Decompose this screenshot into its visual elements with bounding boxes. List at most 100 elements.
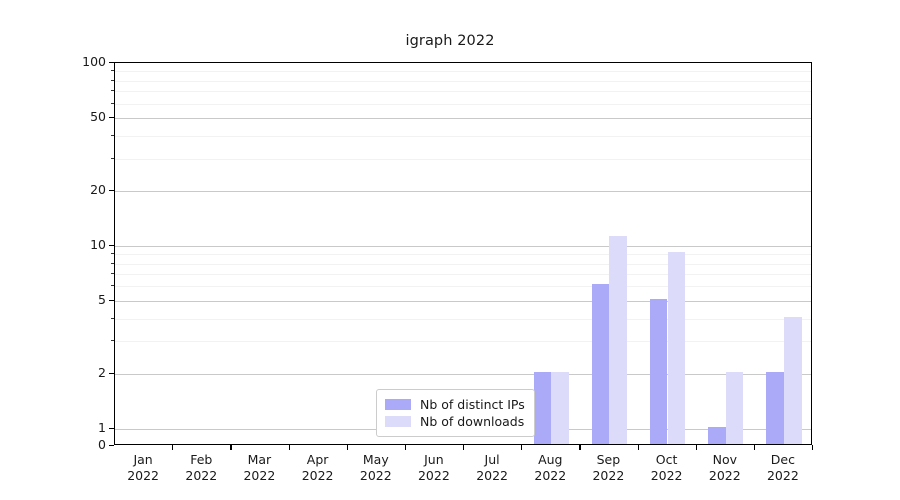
y-tick-minor [111, 134, 114, 136]
x-tick-label-month: Jun [424, 452, 444, 467]
x-tick-label-month: Oct [655, 452, 678, 467]
y-tick-mark [109, 445, 114, 447]
gridline-minor [115, 103, 811, 105]
x-tick-label-month: Nov [712, 452, 737, 467]
y-tick-minor [111, 317, 114, 319]
x-tick-label-year: 2022 [127, 467, 159, 483]
x-tick-mark [812, 445, 814, 450]
gridline-minor [115, 254, 811, 256]
legend-swatch [385, 399, 411, 410]
bar [551, 371, 569, 444]
y-tick-mark [109, 372, 114, 374]
x-tick-label-year: 2022 [766, 467, 799, 483]
bars-layer [115, 63, 811, 444]
gridline-minor [115, 135, 811, 137]
y-tick-mark [109, 62, 114, 64]
bar [708, 426, 726, 444]
x-tick-mark [521, 445, 523, 450]
x-tick-label: Apr 2022 [278, 452, 358, 483]
bar [667, 252, 686, 444]
x-tick-label: Dec 2022 [743, 452, 823, 483]
x-tick-label-month: Apr [306, 452, 329, 467]
x-tick-label-month: Dec [770, 452, 795, 467]
x-tick-label: Feb 2022 [161, 452, 241, 483]
x-tick-label: Sep 2022 [568, 452, 648, 483]
y-tick-label: 100 [82, 53, 106, 69]
legend-item[interactable]: Nb of downloads [385, 413, 525, 430]
x-tick-mark [288, 445, 290, 450]
y-tick-label: 0 [98, 436, 106, 452]
bar [766, 371, 784, 444]
y-axis-ticks [109, 62, 115, 447]
gridline-minor [115, 263, 811, 265]
x-tick-label: Nov 2022 [685, 452, 765, 483]
y-tick-mark [109, 427, 114, 429]
x-tick-label: May 2022 [336, 452, 416, 483]
bar [783, 316, 802, 444]
y-tick-label: 5 [98, 291, 106, 307]
x-tick-label-month: Sep [596, 452, 621, 467]
y-tick-label: 20 [90, 181, 106, 197]
x-tick-label-year: 2022 [185, 467, 218, 483]
y-tick-minor [111, 79, 114, 81]
gridline-minor [115, 80, 811, 82]
x-tick-label-month: Jan [133, 452, 153, 467]
bar [725, 371, 744, 444]
x-tick-label: Aug 2022 [510, 452, 590, 483]
y-tick-label: 10 [90, 236, 106, 252]
x-tick-label-month: Aug [538, 452, 563, 467]
legend-label: Nb of distinct IPs [420, 397, 525, 412]
legend-label: Nb of downloads [420, 414, 525, 429]
y-tick-minor [111, 157, 114, 159]
x-tick-mark [637, 445, 639, 450]
x-tick-label-year: 2022 [243, 467, 276, 483]
x-tick-label-year: 2022 [592, 467, 625, 483]
y-tick-label: 1 [98, 419, 106, 435]
gridline-minor [115, 286, 811, 288]
gridline-major [115, 118, 811, 119]
chart-legend: Nb of distinct IPs Nb of downloads [376, 389, 535, 437]
x-tick-label-year: 2022 [476, 467, 508, 483]
x-tick-label-year: 2022 [534, 467, 567, 483]
x-tick-mark [753, 445, 756, 450]
y-tick-mark [109, 244, 114, 247]
x-tick-label: Jul 2022 [452, 452, 532, 483]
y-axis-labels: 0 1 2 5 10 20 50 100 [62, 55, 106, 450]
y-tick-minor [111, 285, 114, 287]
x-tick-label-month: Feb [190, 452, 213, 467]
y-tick-mark [109, 117, 114, 119]
gridline-minor [115, 274, 811, 276]
gridline-major [115, 190, 811, 192]
y-tick-minor [111, 90, 114, 92]
legend-swatch [385, 416, 411, 427]
x-tick-label: Mar 2022 [219, 452, 299, 483]
gridline-major [115, 300, 811, 302]
x-tick-label-year: 2022 [359, 467, 392, 483]
x-tick-label-month: May [362, 452, 389, 467]
legend-item[interactable]: Nb of distinct IPs [385, 396, 525, 413]
x-tick-label-month: Jul [484, 452, 500, 467]
y-tick-minor [111, 340, 114, 342]
x-tick-label: Jan 2022 [103, 452, 183, 483]
bar [649, 298, 668, 444]
x-tick-label-year: 2022 [417, 467, 450, 483]
bar [533, 371, 552, 444]
chart-title: igraph 2022 [405, 33, 495, 49]
x-tick-mark [463, 445, 465, 450]
x-axis-ticks [114, 445, 814, 451]
gridline-minor [115, 71, 811, 73]
x-tick-label: Oct 2022 [627, 452, 707, 483]
y-tick-label: 50 [90, 108, 106, 124]
x-tick-mark [346, 445, 348, 450]
x-tick-label: Jun 2022 [394, 452, 474, 483]
y-tick-label: 2 [98, 364, 106, 380]
bar [609, 236, 628, 444]
bar [591, 284, 610, 444]
x-tick-label-year: 2022 [708, 467, 741, 483]
y-tick-minor [111, 273, 114, 275]
x-tick-label-year: 2022 [650, 467, 683, 483]
x-tick-mark [230, 445, 232, 450]
gridline-minor [115, 318, 811, 320]
x-tick-label-month: Mar [247, 452, 272, 467]
